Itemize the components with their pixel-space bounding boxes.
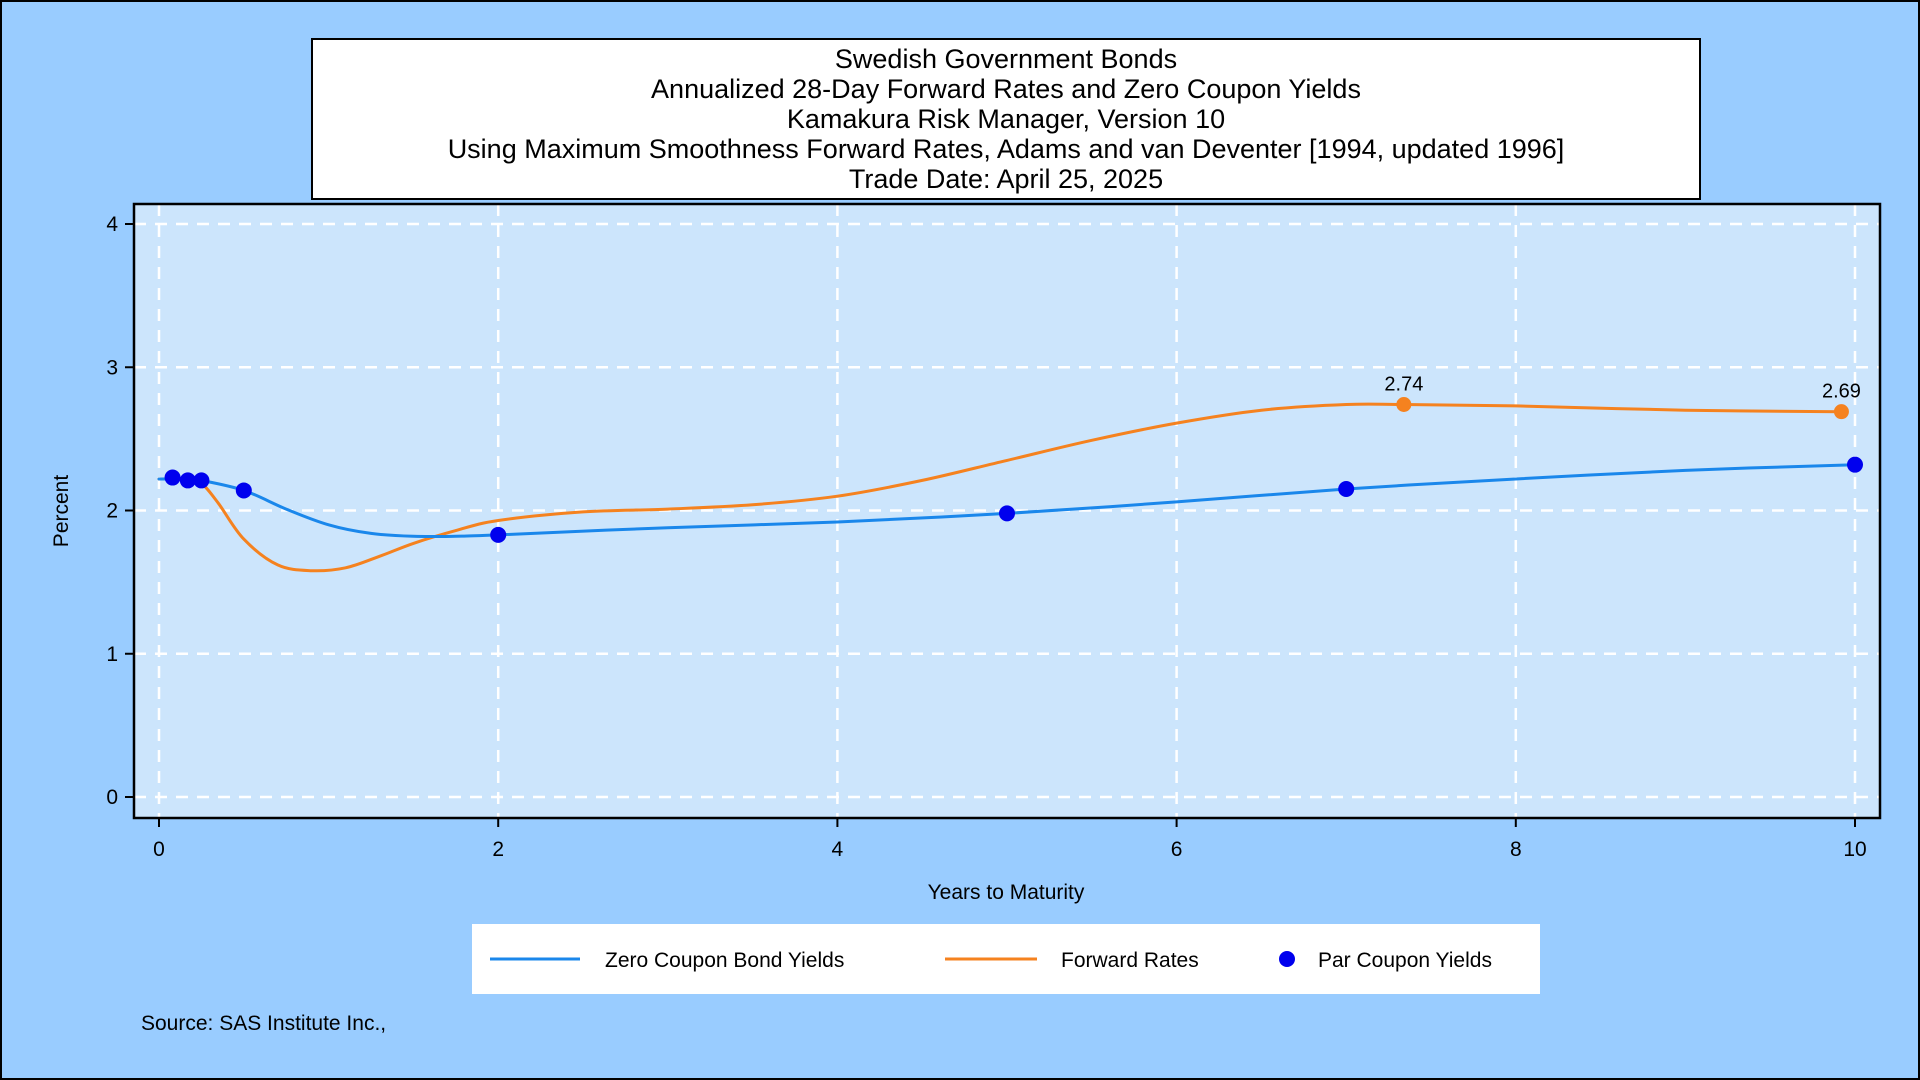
- x-tick-label: 4: [832, 838, 844, 861]
- y-tick-label: 3: [106, 356, 118, 379]
- y-tick-label: 0: [106, 786, 118, 809]
- chart-title-line-1: Swedish Government Bonds: [835, 44, 1177, 74]
- chart-title-line-4: Using Maximum Smoothness Forward Rates, …: [448, 134, 1565, 164]
- source-note: Source: SAS Institute Inc.,: [141, 1012, 386, 1035]
- legend-label-forward: Forward Rates: [1061, 949, 1199, 972]
- plot-area: 0 2 4 6 8 10 0 1 2 3 4 2.74 2.69: [106, 202, 1882, 861]
- par-coupon-point: [164, 469, 181, 486]
- title-frame: [311, 38, 1701, 200]
- par-coupon-point: [1847, 456, 1863, 473]
- y-tick-label: 1: [106, 643, 118, 666]
- par-coupon-point: [193, 472, 210, 489]
- data-label: 2.74: [1384, 373, 1423, 395]
- x-tick-label: 6: [1171, 838, 1183, 861]
- par-coupon-point: [490, 526, 507, 543]
- x-tick-label: 2: [492, 838, 504, 861]
- chart-title-line-5: Trade Date: April 25, 2025: [849, 164, 1163, 194]
- legend-label-par: Par Coupon Yields: [1318, 949, 1492, 972]
- par-coupon-point: [1338, 481, 1355, 498]
- chart-title-line-2: Annualized 28-Day Forward Rates and Zero…: [651, 74, 1361, 104]
- y-tick-label: 4: [106, 213, 118, 236]
- annotations: 2.74 2.69: [1384, 373, 1861, 420]
- legend: Zero Coupon Bond Yields Forward Rates Pa…: [472, 924, 1540, 994]
- series-line-forward-rates: [157, 402, 1843, 573]
- chart-title-line-3: Kamakura Risk Manager, Version 10: [787, 104, 1225, 134]
- x-tick-label: 0: [153, 838, 165, 861]
- x-axis-title: Years to Maturity: [928, 881, 1085, 904]
- forward-rate-point: [1396, 396, 1412, 412]
- y-axis-title: Percent: [50, 475, 73, 548]
- par-coupon-point: [235, 482, 252, 499]
- x-tick-label: 10: [1843, 838, 1866, 861]
- legend-label-zero-coupon: Zero Coupon Bond Yields: [605, 949, 844, 972]
- forward-rate-point: [1833, 404, 1849, 420]
- x-tick-label: 8: [1510, 838, 1522, 861]
- legend-swatch-par: [1279, 951, 1295, 967]
- title-box: Swedish Government Bonds Annualized 28-D…: [311, 38, 1701, 200]
- par-coupon-point: [179, 472, 196, 489]
- par-coupon-point: [999, 505, 1015, 522]
- y-tick-label: 2: [106, 500, 118, 523]
- series: [157, 402, 1863, 573]
- grid: [134, 204, 1880, 818]
- data-label: 2.69: [1822, 381, 1861, 403]
- axes: 0 2 4 6 8 10 0 1 2 3 4: [106, 213, 1866, 861]
